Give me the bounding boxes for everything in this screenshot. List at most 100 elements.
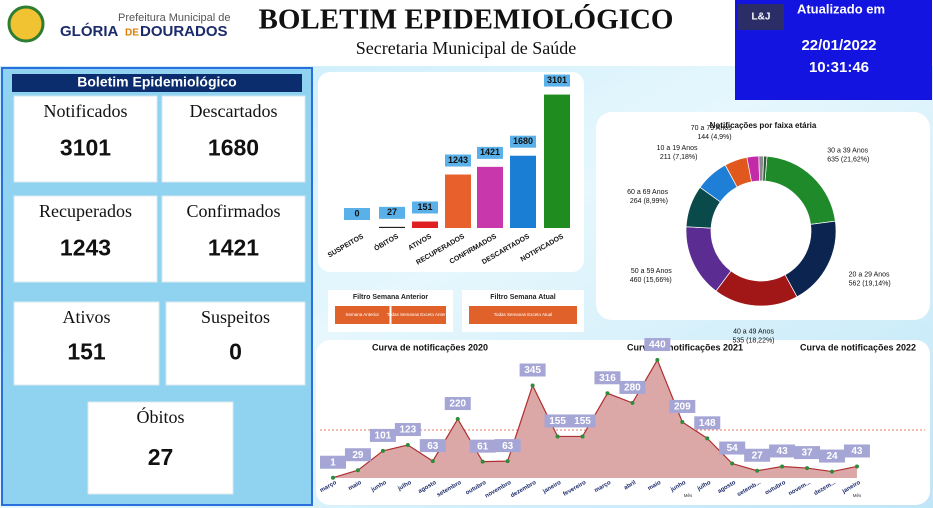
slice-label: 60 a 69 Anos — [627, 189, 668, 196]
value-label: 43 — [777, 446, 789, 457]
filter-button[interactable] — [335, 306, 390, 324]
city: GLÓRIA — [60, 22, 118, 40]
card-label: Notificados — [44, 101, 128, 121]
chart-title: Curva de notificações 2020 — [372, 342, 488, 352]
point — [530, 383, 535, 388]
value-label-box — [369, 428, 396, 442]
card-label: Ativos — [62, 307, 110, 327]
filter-button-label[interactable]: Todas Semanas Exceto Anterior — [387, 312, 452, 317]
filter-button-label[interactable]: Semana Anterior — [345, 312, 379, 317]
slice-value-label: 144 (4,9%) — [697, 134, 731, 141]
point — [655, 358, 660, 363]
value-label-box — [445, 154, 471, 167]
slice-label: 30 a 39 Anos — [827, 148, 868, 155]
point — [755, 468, 760, 473]
value-label-box — [744, 448, 771, 462]
x-axis-label: Mês — [684, 493, 693, 498]
point — [854, 464, 859, 469]
card-value: 1243 — [60, 234, 111, 260]
value-label: 27 — [387, 207, 397, 217]
value-label: 345 — [524, 365, 541, 376]
value-label-box — [419, 439, 446, 453]
point — [730, 461, 735, 466]
slice-label: 20 a 29 Anos — [849, 271, 890, 278]
point — [555, 434, 560, 439]
value-label: 54 — [727, 443, 739, 454]
point — [580, 434, 585, 439]
filter-title: Filtro Semana Atual — [490, 294, 556, 301]
card — [165, 301, 306, 386]
value-label-box — [344, 448, 371, 462]
filter-button[interactable] — [469, 306, 577, 324]
value-label-box — [494, 439, 521, 453]
prefeitura: Prefeitura Municipal de — [118, 12, 231, 24]
point — [430, 459, 435, 464]
card-label: Óbitos — [136, 406, 184, 427]
slice-label: 50 a 59 Anos — [631, 268, 672, 275]
bar — [477, 166, 503, 228]
value-label-box — [719, 441, 746, 455]
value-label-box — [344, 208, 370, 220]
summary-title: Boletim Epidemiológico — [77, 74, 236, 90]
value-label: 316 — [599, 373, 616, 384]
donut-slice — [762, 155, 768, 182]
slice-value-label: 562 (19,14%) — [849, 280, 891, 287]
x-axis-label: Mês — [853, 493, 862, 498]
slice-value-label: 264 (8,99%) — [630, 198, 668, 205]
value-label: 101 — [375, 431, 392, 442]
bar — [379, 226, 405, 228]
card-value: 27 — [148, 444, 174, 470]
slice-value-label: 635 (21,62%) — [827, 157, 869, 164]
value-label-box — [444, 397, 471, 411]
value-label: 1243 — [448, 155, 468, 165]
value-label: 123 — [400, 425, 417, 436]
chart-title: Curva de notificações 2021 — [627, 342, 743, 352]
value-label: 43 — [851, 446, 863, 457]
logo: L&J — [752, 12, 771, 23]
bar — [412, 221, 438, 228]
slice-value-label: 460 (15,66%) — [630, 277, 672, 284]
chart-title: Curva de notificações 2022 — [800, 342, 916, 352]
value-label-box — [619, 380, 646, 394]
chart-title: Notificações por faixa etária — [710, 121, 817, 130]
value-label: 63 — [502, 441, 514, 452]
value-label: 155 — [574, 416, 591, 427]
value-label-box — [412, 201, 438, 214]
card — [13, 195, 158, 283]
value-label: 440 — [649, 340, 666, 351]
slice-label: 70 a 79 Anos — [691, 125, 732, 132]
value-label: 220 — [449, 399, 466, 410]
value-label: 27 — [752, 450, 764, 461]
bar — [510, 155, 536, 228]
slice-label: 40 a 49 Anos — [733, 329, 774, 336]
card-value: 151 — [67, 339, 106, 365]
donut-panel — [596, 112, 930, 320]
card-value: 0 — [229, 339, 242, 365]
card-label: Descartados — [190, 101, 278, 121]
value-label: 155 — [549, 416, 566, 427]
value-label-box — [644, 338, 671, 352]
point — [331, 475, 335, 480]
value-label-box — [769, 444, 796, 458]
value-label: 148 — [699, 418, 716, 429]
x-tick-label: abril — [623, 480, 637, 492]
filter-button[interactable] — [391, 306, 447, 324]
value-label-box — [794, 446, 821, 460]
page-title: BOLETIM EPIDEMIOLÓGICO — [259, 3, 674, 36]
value-label-box — [477, 146, 503, 159]
point — [605, 391, 610, 396]
update-time: 10:31:46 — [809, 59, 869, 76]
value-label: 151 — [417, 202, 432, 212]
value-label: 1680 — [513, 136, 533, 146]
value-label: 1 — [330, 457, 336, 468]
page-subtitle: Secretaria Municipal de Saúde — [356, 38, 576, 58]
logo-box — [738, 4, 784, 30]
card-label: Suspeitos — [201, 307, 270, 327]
filter-button-label[interactable]: Todas Semanas Exceto Atual — [494, 312, 553, 317]
value-label: 37 — [801, 448, 813, 459]
value-label-box — [394, 423, 421, 437]
value-label-box — [544, 414, 571, 428]
value-label-box — [694, 416, 721, 430]
point — [405, 443, 410, 448]
